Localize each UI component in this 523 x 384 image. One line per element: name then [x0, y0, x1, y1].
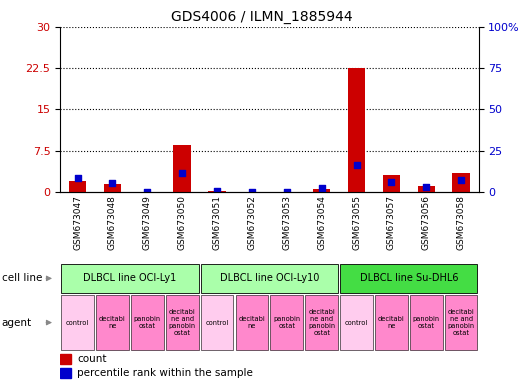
Bar	[452, 173, 470, 192]
Point	[457, 177, 465, 184]
Point	[422, 184, 430, 190]
Bar	[375, 295, 408, 350]
Bar	[235, 295, 268, 350]
Bar	[60, 368, 71, 378]
Text: GSM673049: GSM673049	[143, 195, 152, 250]
Text: GDS4006 / ILMN_1885944: GDS4006 / ILMN_1885944	[170, 10, 353, 23]
Bar	[313, 189, 331, 192]
Bar	[131, 295, 164, 350]
Bar	[340, 295, 373, 350]
Point	[108, 180, 117, 186]
Point	[73, 175, 82, 181]
Text: control: control	[345, 319, 368, 326]
Text: GSM673050: GSM673050	[178, 195, 187, 250]
Text: decitabi
ne: decitabi ne	[99, 316, 126, 329]
Bar	[208, 191, 226, 192]
Text: GSM673057: GSM673057	[387, 195, 396, 250]
Text: decitabi
ne and
panobin
ostat: decitabi ne and panobin ostat	[308, 309, 335, 336]
Bar	[410, 295, 442, 350]
Point	[353, 162, 361, 168]
Text: GSM673054: GSM673054	[317, 195, 326, 250]
Text: DLBCL line OCI-Ly10: DLBCL line OCI-Ly10	[220, 273, 319, 283]
Point	[143, 189, 152, 195]
Text: panobin
ostat: panobin ostat	[413, 316, 440, 329]
Text: DLBCL line OCI-Ly1: DLBCL line OCI-Ly1	[83, 273, 176, 283]
Bar	[417, 187, 435, 192]
Point	[387, 179, 395, 185]
Text: GSM673058: GSM673058	[457, 195, 465, 250]
Text: GSM673047: GSM673047	[73, 195, 82, 250]
Text: cell line: cell line	[2, 273, 42, 283]
Text: agent: agent	[2, 318, 32, 328]
Bar	[104, 184, 121, 192]
Bar	[340, 264, 477, 293]
Text: decitabi
ne: decitabi ne	[378, 316, 405, 329]
Text: GSM673056: GSM673056	[422, 195, 431, 250]
Text: DLBCL line Su-DHL6: DLBCL line Su-DHL6	[359, 273, 458, 283]
Text: decitabi
ne and
panobin
ostat: decitabi ne and panobin ostat	[168, 309, 196, 336]
Bar	[174, 145, 191, 192]
Text: control: control	[206, 319, 229, 326]
Text: count: count	[77, 354, 107, 364]
Text: panobin
ostat: panobin ostat	[134, 316, 161, 329]
Bar	[61, 264, 199, 293]
Bar	[383, 175, 400, 192]
Bar	[166, 295, 199, 350]
Bar	[201, 264, 338, 293]
Bar	[201, 295, 233, 350]
Text: GSM673053: GSM673053	[282, 195, 291, 250]
Text: panobin
ostat: panobin ostat	[273, 316, 300, 329]
Text: control: control	[66, 319, 89, 326]
Bar	[445, 295, 477, 350]
Text: GSM673048: GSM673048	[108, 195, 117, 250]
Text: decitabi
ne and
panobin
ostat: decitabi ne and panobin ostat	[448, 309, 475, 336]
Bar	[60, 354, 71, 364]
Point	[282, 189, 291, 195]
Point	[248, 189, 256, 195]
Point	[213, 188, 221, 194]
Bar	[69, 181, 86, 192]
Bar	[270, 295, 303, 350]
Text: percentile rank within the sample: percentile rank within the sample	[77, 368, 253, 378]
Text: GSM673055: GSM673055	[352, 195, 361, 250]
Point	[317, 185, 326, 191]
Text: GSM673051: GSM673051	[212, 195, 222, 250]
Bar	[61, 295, 94, 350]
Text: decitabi
ne: decitabi ne	[238, 316, 265, 329]
Bar	[348, 68, 365, 192]
Bar	[96, 295, 129, 350]
Point	[178, 170, 186, 176]
Text: GSM673052: GSM673052	[247, 195, 256, 250]
Bar	[305, 295, 338, 350]
